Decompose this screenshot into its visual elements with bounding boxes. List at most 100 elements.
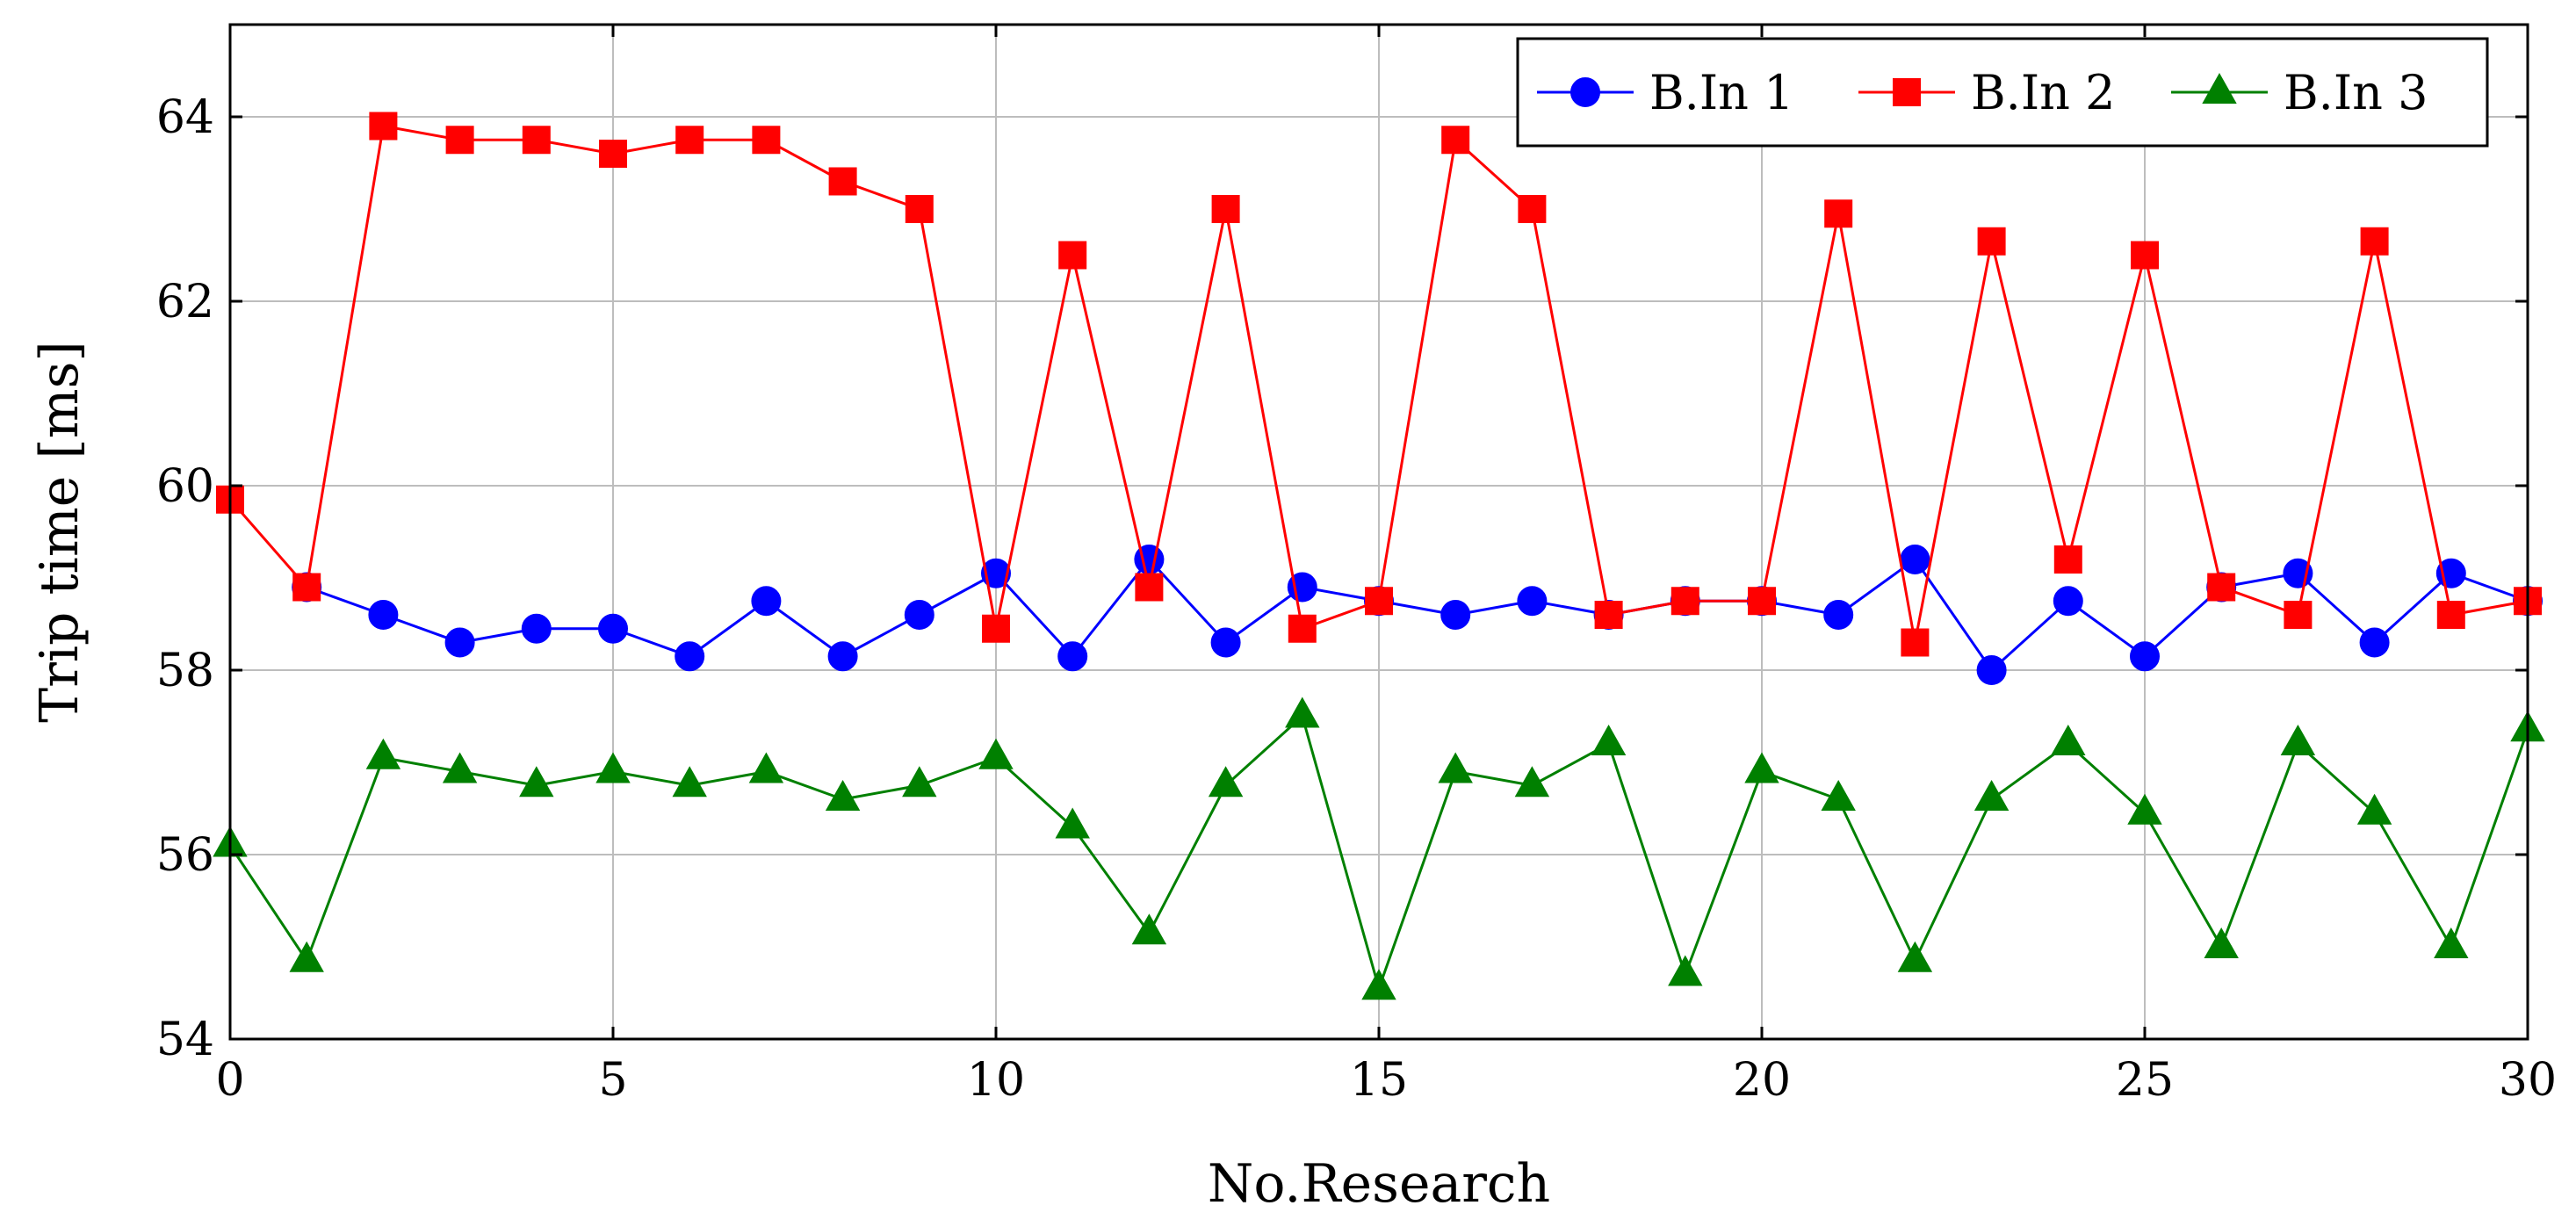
data-point [1824, 199, 1853, 228]
data-point [1210, 627, 1241, 658]
series-layer [213, 112, 2545, 1000]
data-point [1441, 126, 1470, 155]
data-point [902, 766, 937, 798]
data-point [1594, 601, 1623, 629]
data-point [1288, 614, 1317, 643]
data-point [1057, 641, 1088, 672]
data-point [1748, 587, 1776, 616]
data-point [2436, 601, 2465, 629]
data-point [1361, 969, 1396, 1000]
data-point [1211, 195, 1240, 223]
data-point [2051, 724, 2086, 755]
data-point [1055, 807, 1090, 839]
data-point [748, 752, 784, 783]
data-point [752, 126, 781, 155]
data-point [444, 627, 475, 658]
data-point [2359, 627, 2390, 658]
axis-ticks: 0 5 10 15 20 25 30 54 56 58 60 62 64 [156, 25, 2557, 1107]
data-point [292, 573, 321, 602]
y-tick-label: 64 [156, 91, 214, 144]
series-3 [213, 697, 2545, 1000]
x-tick-label: 25 [2116, 1054, 2174, 1107]
legend-box [1516, 37, 2489, 148]
data-point [1897, 941, 1933, 972]
data-point [365, 738, 401, 769]
data-point [2280, 724, 2316, 755]
data-point [828, 167, 857, 196]
y-tick-label: 60 [156, 460, 214, 513]
y-tick-label: 62 [156, 276, 214, 328]
data-point [2204, 927, 2239, 958]
data-point [2284, 601, 2313, 629]
data-point [1517, 586, 1548, 617]
legend-entry: B.In 2 [1858, 65, 2115, 120]
data-point [445, 126, 474, 155]
data-point [675, 126, 704, 155]
grid [229, 25, 2529, 1040]
data-point [1901, 628, 1930, 657]
x-tick-label: 20 [1733, 1054, 1791, 1107]
legend-marker [1570, 77, 1600, 107]
data-point [599, 140, 627, 168]
data-point [289, 941, 324, 972]
data-point [2207, 573, 2236, 602]
data-point [1973, 779, 2010, 811]
data-point [1821, 779, 1856, 811]
legend: B.In 1 B.In 2 B.In 3 [1516, 37, 2489, 148]
x-tick-label: 15 [1350, 1054, 1408, 1107]
data-point [1208, 766, 1244, 798]
data-point [1440, 600, 1471, 630]
data-point [982, 614, 1010, 643]
x-tick-label: 5 [598, 1054, 627, 1107]
data-point [1131, 913, 1167, 945]
series-line [306, 558, 2529, 672]
data-point [1135, 573, 1164, 602]
data-point [904, 600, 934, 630]
data-point [905, 195, 934, 223]
data-point [827, 641, 858, 672]
legend-entry: B.In 3 [2171, 65, 2428, 120]
data-point [2127, 793, 2162, 825]
data-point [369, 112, 398, 141]
data-point [825, 779, 861, 811]
y-tick-label: 56 [156, 829, 214, 882]
data-point [2360, 227, 2389, 256]
legend-label: B.In 2 [1971, 65, 2115, 120]
data-point [1438, 752, 1473, 783]
data-point [595, 752, 631, 783]
data-point [675, 641, 705, 672]
x-tick-label: 30 [2499, 1054, 2557, 1107]
data-point [2356, 793, 2392, 825]
data-point [1977, 227, 2006, 256]
x-axis-label: No.Research [1208, 1153, 1550, 1215]
data-point [1900, 545, 1930, 574]
data-point [1744, 752, 1779, 783]
x-tick-label: 10 [967, 1054, 1025, 1107]
data-point [1285, 697, 1320, 728]
data-point [521, 613, 552, 644]
data-point [981, 558, 1011, 588]
y-tick-label: 54 [156, 1014, 214, 1066]
legend-marker [1893, 78, 1921, 106]
data-point [1058, 241, 1087, 270]
data-point [1365, 587, 1393, 616]
data-point [1976, 655, 2007, 685]
data-point [978, 738, 1014, 769]
data-point [1823, 600, 1854, 630]
legend-marker [2202, 72, 2237, 104]
data-point [2053, 545, 2082, 574]
data-point [1668, 955, 1703, 986]
legend-label: B.In 3 [2284, 65, 2428, 120]
series-1 [292, 545, 2543, 685]
y-tick-label: 58 [156, 645, 214, 697]
data-point [1514, 766, 1550, 798]
legend-entry: B.In 1 [1537, 65, 1793, 120]
data-point [2130, 641, 2160, 672]
data-point [2131, 241, 2159, 270]
data-point [1518, 195, 1547, 223]
series-2 [216, 112, 2542, 657]
x-tick-label: 0 [215, 1054, 244, 1107]
y-axis-label: Trip time [ms] [29, 341, 90, 723]
data-point [2053, 586, 2083, 617]
